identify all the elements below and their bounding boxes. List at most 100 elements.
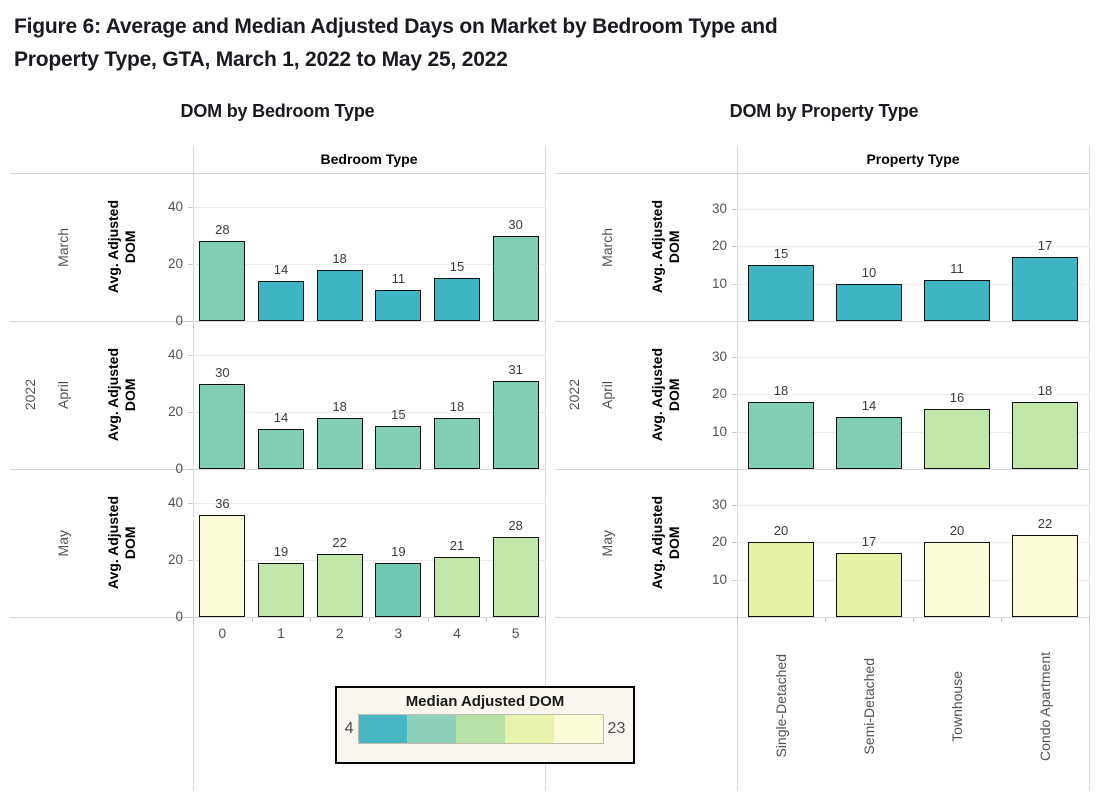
month-label-box: March (43, 173, 83, 321)
bar[interactable] (492, 235, 539, 321)
month-label: May (55, 529, 71, 557)
y-tick-label: 10 (711, 275, 727, 291)
y-gridline (737, 504, 1089, 506)
bar[interactable] (316, 269, 363, 321)
y-tickmark (188, 355, 193, 357)
bar[interactable] (924, 542, 990, 617)
bar[interactable] (1012, 401, 1078, 469)
y-tick-label: 0 (175, 609, 183, 624)
bar[interactable] (1012, 534, 1078, 617)
panel-subtitle-bedroom: DOM by Bedroom Type (180, 101, 375, 121)
bar[interactable] (258, 281, 304, 321)
bar-value-label: 14 (861, 397, 877, 413)
legend-title: Median Adjusted DOM (405, 693, 565, 710)
bar[interactable] (199, 241, 246, 321)
y-gridline (737, 431, 1089, 433)
y-tickmark (732, 431, 737, 433)
y-tickmark (732, 283, 737, 285)
x-category-label: Semi-Detached (825, 620, 913, 792)
y-tickmark (188, 503, 193, 505)
bar[interactable] (375, 562, 422, 617)
y-tick-label: 20 (711, 386, 727, 402)
bar-value-label: 30 (215, 364, 230, 380)
month-label-box: May (43, 469, 83, 617)
figure-title-line2: Property Type, GTA, March 1, 2022 to May… (14, 48, 508, 71)
month-label-box: April (587, 321, 627, 469)
year-label-box: 2022 (15, 173, 45, 617)
y-axis-title-box: Avg. Adjusted DOM (643, 469, 689, 617)
bar[interactable] (748, 401, 814, 469)
x-category-tickmark (1089, 617, 1090, 622)
header-separator (555, 173, 1089, 174)
x-category-label: 5 (511, 625, 520, 641)
legend-swatch (504, 715, 554, 743)
chart-panel-bedroom-type: Bedroom Type 2022 March Avg. Adjusted DOM 0 20… (10, 145, 546, 795)
month-label: March (599, 227, 615, 267)
bar[interactable] (258, 562, 304, 617)
y-gridline (193, 412, 545, 414)
y-tickmark (188, 617, 193, 618)
x-category-tickmark (486, 617, 488, 622)
bar[interactable] (492, 380, 539, 469)
legend-max-label: 23 (607, 720, 626, 737)
bar[interactable] (836, 416, 902, 469)
bar[interactable] (836, 283, 902, 321)
y-axis-title: Avg. Adjusted DOM (649, 496, 682, 590)
column-header: Property Type (866, 151, 960, 167)
column-header: Bedroom Type (320, 151, 418, 167)
bar[interactable] (924, 409, 990, 469)
legend-swatch (553, 715, 603, 743)
bar-value-label: 22 (1037, 515, 1053, 531)
x-category-tickmark (310, 617, 312, 622)
plot-left-border (737, 145, 738, 790)
x-category-tickmark (251, 617, 253, 622)
bar[interactable] (434, 417, 480, 469)
bar[interactable] (836, 553, 902, 617)
y-gridline (737, 283, 1089, 285)
bar[interactable] (199, 383, 246, 469)
bar[interactable] (1012, 257, 1078, 321)
y-gridline (737, 356, 1089, 358)
bar-value-label: 17 (1037, 238, 1053, 254)
x-category-tickmark (1001, 617, 1002, 622)
bar[interactable] (316, 554, 363, 617)
x-category-label-text: Single-Detached (773, 654, 789, 758)
bar-value-label: 20 (949, 523, 965, 539)
bar-value-label: 17 (861, 534, 877, 550)
y-tickmark (732, 394, 737, 396)
y-tickmark (188, 469, 193, 470)
bar[interactable] (316, 417, 363, 469)
legend-min-label: 4 (344, 720, 354, 737)
chart-panel-property-type: Property Type 20 22 March Avg. Adjusted DOM 10… (555, 145, 1093, 795)
bar[interactable] (924, 279, 990, 321)
x-category-label: 3 (394, 625, 403, 641)
x-category-label: 0 (218, 625, 227, 641)
y-tick-label: 20 (167, 552, 183, 568)
y-tick-label: 40 (167, 347, 183, 363)
y-tickmark (188, 321, 193, 322)
y-tickmark (188, 560, 193, 562)
y-axis-title: Avg. Adjusted DOM (649, 200, 682, 294)
bar[interactable] (748, 264, 814, 321)
y-tickmark (732, 246, 737, 248)
row-separator (555, 617, 1089, 618)
bar[interactable] (375, 289, 422, 321)
bar[interactable] (434, 278, 480, 321)
y-axis-title: Avg. Adjusted DOM (105, 348, 138, 442)
bar[interactable] (434, 557, 480, 617)
bar[interactable] (199, 514, 246, 617)
bar[interactable] (375, 426, 422, 469)
bar[interactable] (258, 429, 304, 469)
bar-value-label: 18 (1037, 382, 1053, 398)
x-category-label-text: Townhouse (949, 670, 965, 742)
y-axis-title-box: Avg. Adjusted DOM (99, 173, 145, 321)
bar[interactable] (492, 537, 539, 617)
bar-value-label: 19 (391, 543, 406, 559)
y-tickmark (188, 264, 193, 266)
color-legend: Median Adjusted DOM 4 23 (335, 686, 635, 764)
legend-swatch (456, 715, 505, 743)
y-gridline (737, 579, 1089, 581)
bar[interactable] (748, 542, 814, 617)
x-category-tickmark (427, 617, 429, 622)
